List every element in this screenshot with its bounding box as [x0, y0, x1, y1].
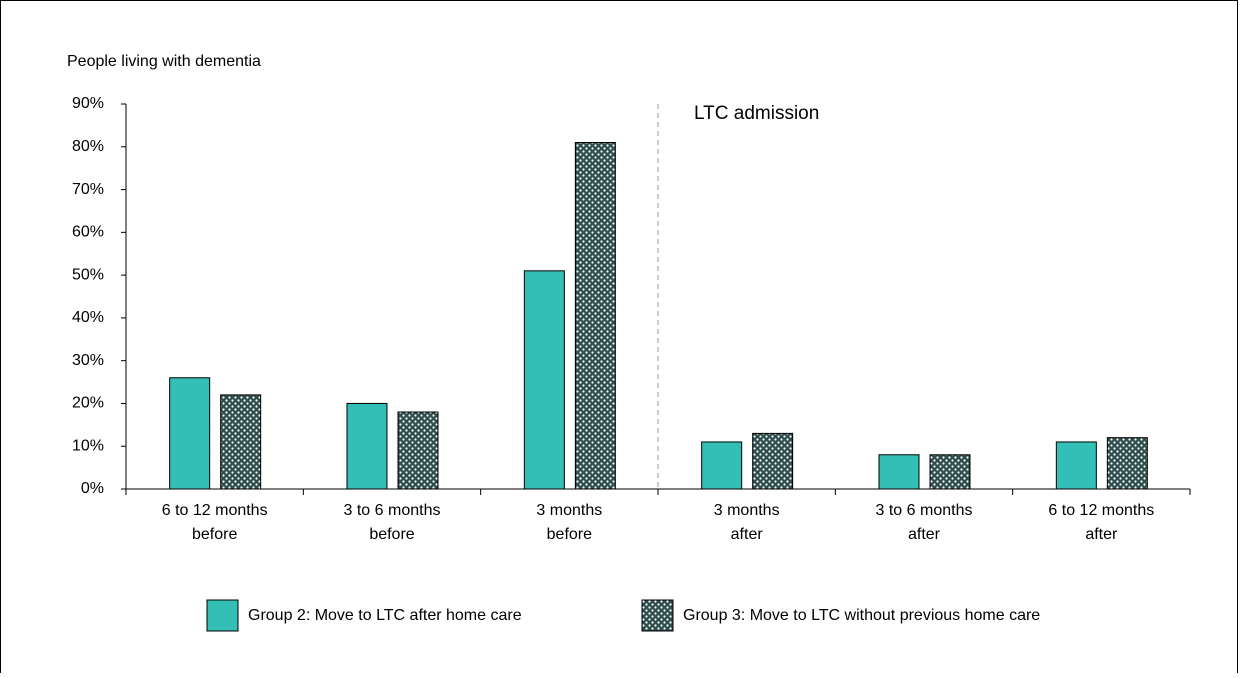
- annotation: LTC admission: [694, 103, 819, 124]
- axis-label: People living with dementia: [67, 53, 261, 70]
- x-tick-label-line: before: [547, 526, 592, 543]
- y-tick-label: 90%: [72, 95, 104, 112]
- y-tick-label: 70%: [72, 181, 104, 198]
- legend-swatch: [206, 599, 239, 632]
- bar: [397, 411, 439, 490]
- bar: [878, 454, 920, 490]
- x-tick-label-line: 3 months: [536, 502, 602, 519]
- bar: [752, 432, 794, 490]
- x-tick-label: 3 to 6 months before: [344, 502, 441, 543]
- bar: [346, 402, 388, 490]
- x-tick-label-line: 6 to 12 months: [162, 502, 268, 519]
- x-tick-label: 3 months after: [714, 502, 780, 543]
- y-tick-label: 0%: [81, 480, 104, 497]
- bar: [1106, 437, 1148, 490]
- y-tick-label: 10%: [72, 437, 104, 454]
- y-tick-label: 60%: [72, 224, 104, 241]
- x-tick-label: 6 to 12 months after: [1048, 502, 1154, 543]
- bar: [574, 142, 616, 490]
- bar: [1055, 441, 1097, 490]
- y-tick-label: 30%: [72, 352, 104, 369]
- x-tick-label-line: after: [908, 526, 941, 543]
- x-tick-label-line: after: [731, 526, 764, 543]
- x-tick-label-line: before: [192, 526, 237, 543]
- x-tick-label: 6 to 12 months before: [162, 502, 268, 543]
- x-tick-label: 3 to 6 months after: [876, 502, 973, 543]
- x-tick-label-line: before: [369, 526, 414, 543]
- legend-label: Group 2: Move to LTC after home care: [248, 607, 522, 624]
- y-tick-label: 20%: [72, 395, 104, 412]
- bar: [220, 394, 262, 490]
- x-tick-label-line: 6 to 12 months: [1048, 502, 1154, 519]
- legend-swatch: [641, 599, 674, 632]
- x-tick-label-line: after: [1085, 526, 1118, 543]
- y-tick-label: 40%: [72, 309, 104, 326]
- x-tick-label-line: 3 months: [714, 502, 780, 519]
- bar: [523, 270, 565, 490]
- x-tick-label-line: 3 to 6 months: [344, 502, 441, 519]
- x-tick-label-line: 3 to 6 months: [876, 502, 973, 519]
- bar: [169, 377, 211, 490]
- bar: [701, 441, 743, 490]
- x-tick-label: 3 months before: [536, 502, 602, 543]
- y-tick-label: 80%: [72, 138, 104, 155]
- bar: [929, 454, 971, 490]
- y-tick-label: 50%: [72, 266, 104, 283]
- legend-label: Group 3: Move to LTC without previous ho…: [683, 607, 1040, 624]
